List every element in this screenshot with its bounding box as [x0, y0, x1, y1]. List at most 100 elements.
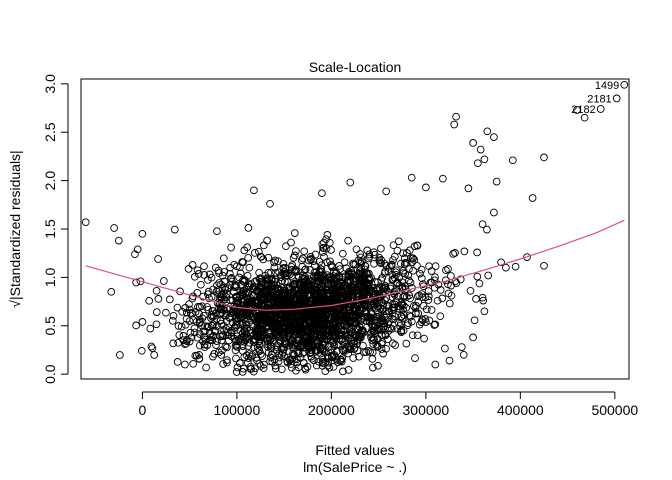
data-point [186, 328, 195, 337]
data-point [199, 292, 207, 301]
data-point [410, 256, 419, 264]
data-point [295, 318, 304, 327]
data-point [182, 339, 190, 348]
data-point [502, 263, 510, 272]
point-label: 1499 [595, 80, 619, 92]
data-point [384, 335, 392, 344]
data-point [283, 277, 292, 286]
data-point [476, 145, 485, 154]
data-point [185, 337, 194, 346]
data-point [192, 317, 201, 326]
data-point [276, 293, 284, 301]
data-point [347, 273, 356, 281]
data-point [310, 261, 319, 270]
data-point [339, 303, 348, 312]
data-point [280, 267, 289, 276]
data-point [376, 258, 384, 267]
data-point [290, 229, 299, 237]
data-point [215, 290, 224, 299]
data-point [358, 328, 366, 336]
data-point [344, 349, 352, 358]
data-point [221, 342, 230, 351]
data-point [417, 274, 426, 283]
data-point [136, 277, 145, 286]
data-point [284, 353, 292, 362]
data-point [382, 262, 391, 270]
data-point [332, 347, 341, 356]
data-point [205, 270, 214, 279]
plot-frame [80, 78, 630, 380]
data-point [413, 292, 422, 301]
data-point [238, 258, 247, 266]
data-point [573, 106, 581, 114]
data-point [364, 283, 373, 292]
data-point [457, 343, 466, 351]
data-point [238, 277, 247, 285]
data-point [497, 258, 505, 267]
data-point [338, 249, 347, 258]
data-point [341, 311, 349, 320]
data-point [402, 293, 411, 301]
data-point [245, 263, 254, 272]
data-point [145, 296, 154, 305]
data-point [295, 280, 304, 289]
chart-title: Scale-Location [309, 59, 402, 75]
data-point [232, 300, 241, 309]
data-point [175, 331, 184, 339]
data-point [290, 318, 299, 326]
data-point [319, 238, 328, 247]
data-point [298, 349, 307, 358]
data-point [250, 338, 258, 346]
data-point [301, 265, 310, 274]
data-point [612, 94, 621, 103]
data-point [207, 314, 215, 322]
data-point [365, 316, 374, 325]
data-point [420, 334, 428, 343]
data-point [266, 311, 275, 319]
data-point [362, 348, 370, 356]
data-point [297, 285, 306, 294]
data-point [328, 352, 337, 361]
data-point [444, 265, 452, 273]
data-point [231, 323, 239, 331]
data-point [298, 336, 307, 345]
data-point [312, 361, 321, 370]
data-point [370, 250, 379, 259]
data-point [270, 258, 278, 267]
data-point [339, 367, 347, 376]
data-point [148, 344, 157, 353]
data-point [596, 105, 605, 113]
data-point [293, 348, 302, 356]
data-point [483, 225, 491, 234]
data-point [369, 363, 377, 372]
data-point [478, 293, 487, 302]
data-point [271, 295, 279, 304]
data-point [259, 241, 268, 250]
data-point [238, 329, 247, 337]
data-point [219, 360, 227, 368]
data-point [215, 279, 224, 287]
data-point [373, 343, 382, 351]
data-point [365, 252, 374, 261]
point-label: 2182 [571, 104, 595, 116]
data-point [162, 308, 170, 317]
data-point [234, 296, 243, 305]
data-point [294, 363, 303, 372]
data-point [400, 311, 408, 319]
data-point [217, 280, 225, 289]
data-point [281, 340, 290, 349]
data-point [277, 365, 286, 374]
data-point [377, 244, 385, 253]
data-point [312, 271, 320, 280]
data-point [427, 306, 436, 314]
data-point [400, 292, 409, 301]
data-point [363, 246, 372, 255]
data-point [340, 258, 349, 267]
data-point [292, 267, 301, 276]
y-tick-label: 3.0 [42, 74, 58, 94]
data-point [419, 301, 428, 310]
data-point [387, 324, 396, 333]
data-point [322, 308, 331, 317]
data-point [422, 183, 430, 192]
data-point [523, 253, 531, 261]
